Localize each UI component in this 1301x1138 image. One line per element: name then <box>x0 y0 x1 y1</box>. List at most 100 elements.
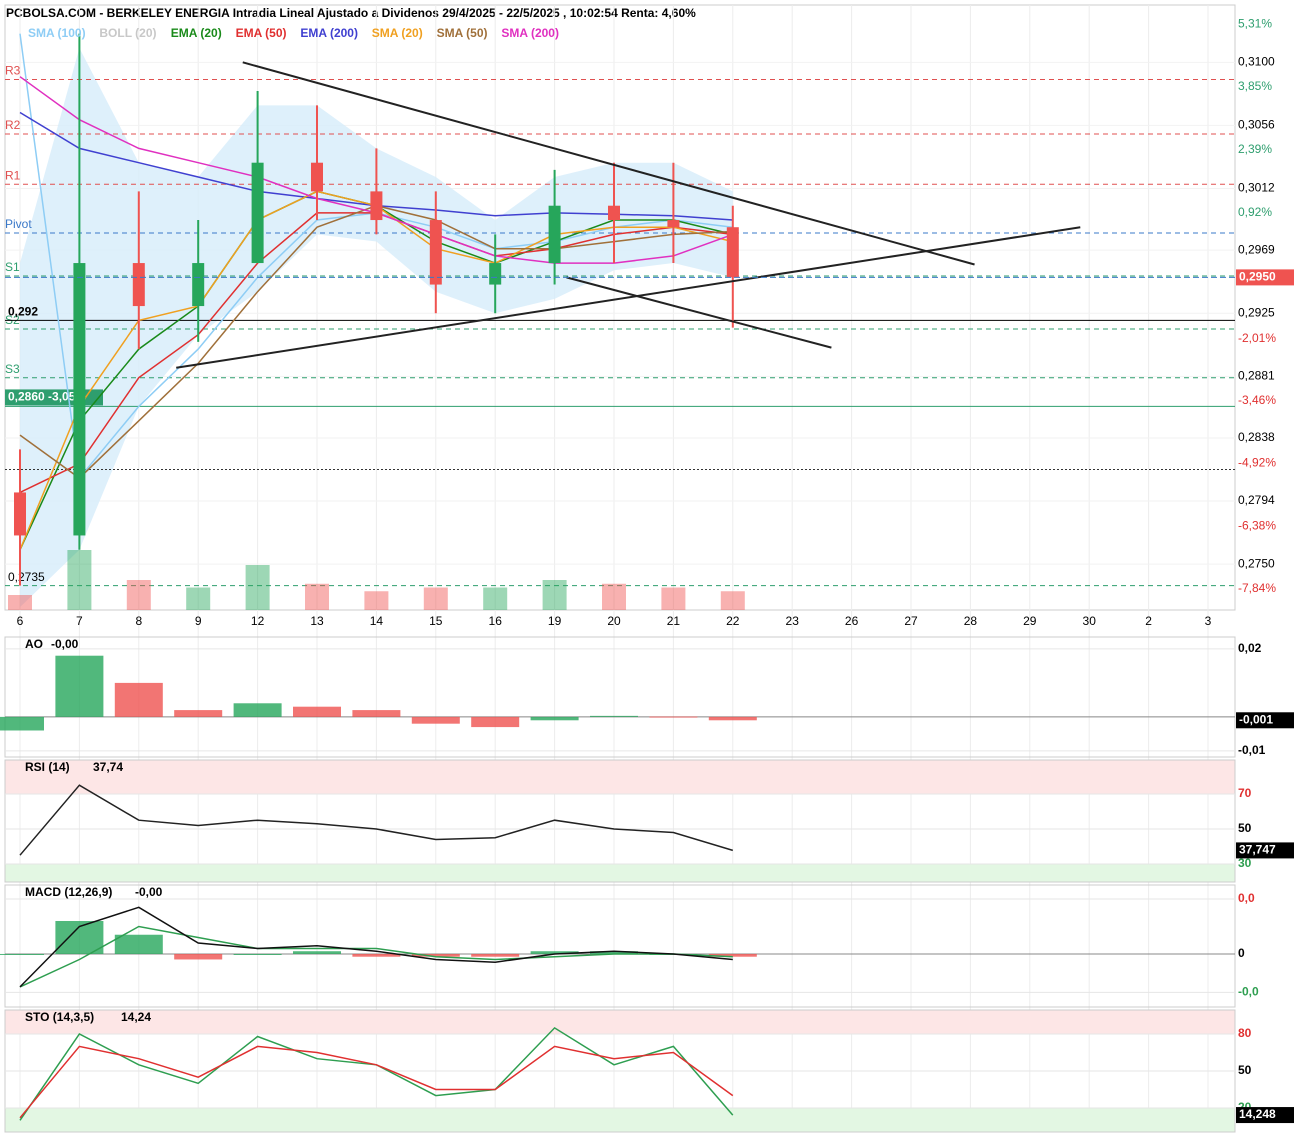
x-tick-label: 30 <box>1083 614 1097 628</box>
x-tick-label: 20 <box>607 614 621 628</box>
chart-title: PCBOLSA.COM - BERKELEY ENERGIA Intradia … <box>6 6 696 20</box>
pivot-label: Pivot <box>5 217 32 231</box>
histogram-bar <box>233 953 282 955</box>
trendline <box>566 276 832 349</box>
x-tick-label: 26 <box>845 614 859 628</box>
histogram-bar <box>530 951 579 954</box>
histogram-bar <box>471 953 520 957</box>
panel-title: STO (14,3,5) <box>25 1010 94 1024</box>
histogram-bar <box>114 682 163 717</box>
y-tick-label: 70 <box>1238 786 1252 800</box>
overbought-zone <box>5 760 1235 794</box>
volume-bar <box>364 591 389 610</box>
pivot-label: R3 <box>5 64 21 78</box>
volume-bar <box>305 583 329 610</box>
panel-title: RSI (14) <box>25 760 70 774</box>
y-tick-label: 0,3056 <box>1238 118 1275 132</box>
histogram-bar <box>649 716 698 718</box>
last-value-box <box>1236 1107 1294 1124</box>
candle-body <box>311 162 323 192</box>
d-line <box>19 1045 734 1119</box>
histogram-bar <box>411 953 460 957</box>
y-tick-label: 0,2794 <box>1238 493 1275 507</box>
x-tick-label: 15 <box>429 614 443 628</box>
panel-frame <box>4 759 1236 883</box>
last-price-box <box>1236 269 1294 286</box>
y-tick-label: 0,0 <box>1238 891 1255 905</box>
rsi-line <box>19 784 734 856</box>
histogram-bar <box>0 716 44 731</box>
x-tick-label: 9 <box>195 614 202 628</box>
volume-bar <box>542 580 567 610</box>
x-tick-label: 3 <box>1205 614 1212 628</box>
x-tick-label: 22 <box>726 614 740 628</box>
level-label: 0,2735 <box>8 570 45 584</box>
volume-bar <box>661 587 686 610</box>
y-tick-label: -0,01 <box>1238 743 1266 757</box>
candle-body <box>429 220 442 285</box>
x-tick-label: 19 <box>548 614 562 628</box>
candle-body <box>608 205 620 221</box>
volume-bar <box>67 550 92 610</box>
histogram-bar <box>590 951 638 954</box>
y2-tick-label: 5,31% <box>1238 16 1272 30</box>
y-tick-label: 80 <box>1238 1026 1252 1040</box>
y-tick-label: 50 <box>1238 821 1252 835</box>
y-tick-label: 0,2750 <box>1238 556 1275 570</box>
candle-body <box>132 263 145 307</box>
panel-value: -0,00 <box>51 637 79 651</box>
histogram-bar <box>708 716 757 721</box>
macd-line <box>19 906 733 988</box>
oversold-zone <box>5 1107 1235 1132</box>
panel-frame <box>4 4 1236 611</box>
legend-entry: SMA (200) <box>501 26 559 40</box>
panel-title: AO <box>25 637 43 651</box>
legend-entry: SMA (50) <box>437 26 488 40</box>
candle-body <box>192 263 205 307</box>
histogram-bar <box>590 715 638 717</box>
y2-tick-label: -6,38% <box>1238 518 1276 532</box>
volume-bar <box>8 595 32 610</box>
last-value-box <box>1236 842 1294 859</box>
y2-tick-label: -4,92% <box>1238 456 1276 470</box>
y-tick-label: 30 <box>1238 856 1252 870</box>
y2-tick-label: -7,84% <box>1238 581 1276 595</box>
x-tick-label: 13 <box>310 614 324 628</box>
y-tick-label: 0,3012 <box>1238 181 1275 195</box>
panel-frame <box>4 636 1236 758</box>
x-tick-label: 21 <box>667 614 681 628</box>
x-tick-label: 27 <box>904 614 918 628</box>
histogram-bar <box>471 716 520 728</box>
legend-entry: SMA (100) <box>28 26 86 40</box>
trendline <box>176 226 1081 369</box>
histogram-bar <box>174 953 223 960</box>
volume-bar <box>423 587 448 610</box>
histogram-bar <box>55 655 104 717</box>
histogram-bar <box>352 710 401 717</box>
level-label: 0,2860 -3,05% <box>8 390 86 404</box>
histogram-bar <box>233 703 282 717</box>
pivot-label: R1 <box>5 168 21 182</box>
y-tick-label: 0,2925 <box>1238 305 1275 319</box>
legend-entry: EMA (20) <box>171 26 222 40</box>
candle-body <box>14 492 26 536</box>
x-tick-label: 14 <box>370 614 384 628</box>
volume-bar <box>720 591 745 610</box>
x-tick-label: 2 <box>1145 614 1152 628</box>
pivot-label: S1 <box>5 260 20 274</box>
signal-line <box>19 925 733 988</box>
volume-bar <box>245 565 270 610</box>
y-tick-label: 0,3100 <box>1238 55 1275 69</box>
y-tick-label: 0,2838 <box>1238 430 1275 444</box>
legend-entry: EMA (50) <box>236 26 287 40</box>
panel-value: 37,74 <box>93 760 123 774</box>
candle-body <box>489 263 502 285</box>
last-value-label: 14,248 <box>1239 1107 1276 1121</box>
y-tick-label: 0,02 <box>1238 641 1262 655</box>
histogram-bar <box>174 710 223 717</box>
last-value-label: 37,747 <box>1239 843 1276 857</box>
overbought-zone <box>5 1010 1235 1035</box>
x-tick-label: 6 <box>17 614 24 628</box>
histogram-bar <box>293 951 341 954</box>
